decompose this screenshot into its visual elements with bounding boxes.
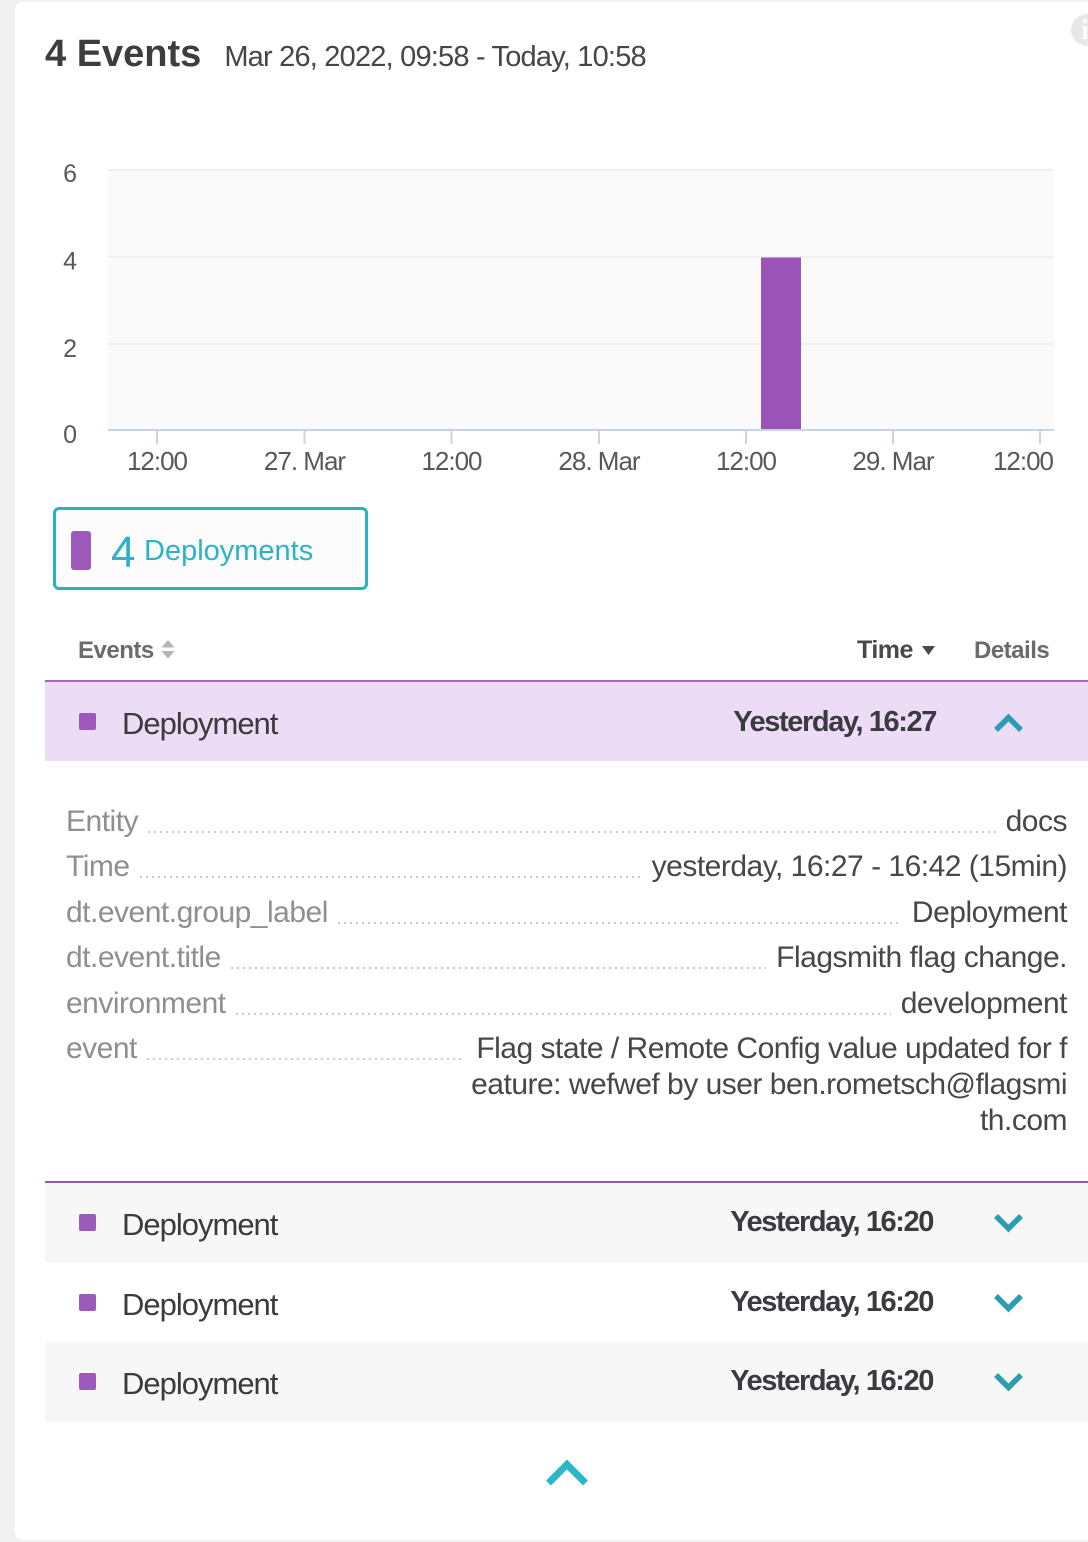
- svg-text:28. Mar: 28. Mar: [558, 446, 640, 476]
- svg-text:12:00: 12:00: [127, 446, 188, 476]
- svg-text:2: 2: [63, 335, 77, 363]
- svg-text:4: 4: [63, 248, 77, 276]
- svg-text:29. Mar: 29. Mar: [852, 446, 934, 476]
- svg-text:27. Mar: 27. Mar: [264, 446, 346, 476]
- svg-text:12:00: 12:00: [421, 446, 482, 476]
- svg-text:12:00: 12:00: [993, 446, 1054, 476]
- svg-text:12:00: 12:00: [716, 446, 777, 476]
- svg-text:6: 6: [63, 160, 77, 188]
- svg-text:0: 0: [63, 421, 77, 449]
